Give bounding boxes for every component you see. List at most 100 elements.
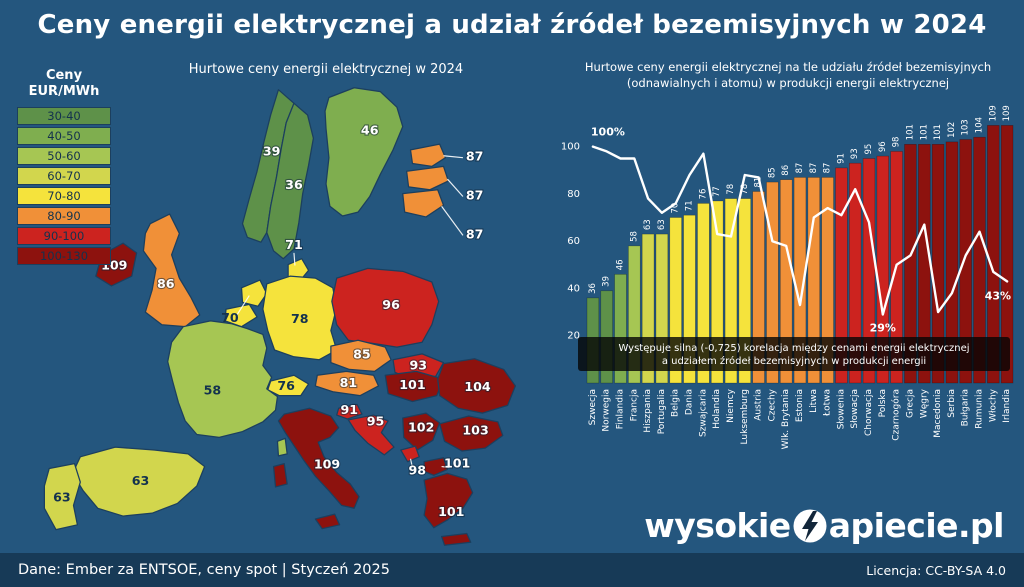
chart-panel: Hurtowe ceny energii elektrycznej na tle… [556,60,1020,491]
bar-value-label: 87 [823,163,833,174]
price-bar [614,274,627,384]
y-tick-label: 100 [561,142,580,153]
bar-value-label: 101 [919,124,929,140]
map-value-label: 39 [263,144,281,159]
price-bar [862,158,876,384]
bar-value-label: 78 [726,184,736,195]
price-bar [600,290,613,384]
legend-item: 60-70 [17,166,111,185]
map-value-label: 93 [409,357,427,372]
bar-value-label: 63 [657,219,667,230]
data-source-text: Dane: Ember za ENTSOE, ceny spot | Stycz… [18,562,390,578]
page-title: Ceny energii elektrycznej a udział źróde… [37,10,987,40]
y-tick-label: 40 [567,284,580,295]
price-bar [807,177,820,384]
bar-value-label: 93 [850,148,860,159]
price-bar [669,217,682,384]
price-bar [973,136,986,384]
country-lotwa [405,165,450,191]
map-value-label: 58 [204,383,222,398]
bar-value-label: 87 [795,163,805,174]
price-bar [931,144,945,384]
legend-rows: 30-40 40-50 50-60 60-70 70-80 80-90 90-100 100-… [16,106,112,265]
map-value-label: 63 [132,473,150,488]
x-category-label: Bułgaria [961,389,971,426]
country-czarnogora [400,445,420,463]
correlation-annotation-line2: a udziałem źródeł bezemisyjnych w produk… [662,355,926,367]
legend-title-line1: Ceny [45,68,83,83]
price-bar [945,141,959,384]
country-francja [167,320,279,439]
legend-title: Ceny EUR/MWh [16,68,112,101]
map-panel: Hurtowe ceny energii elektrycznej w 2024… [0,46,552,556]
price-bar [766,181,779,384]
island-crete [440,532,472,546]
country-slowenia [336,403,363,420]
country-austria [314,370,380,397]
share-line-label: 100% [591,126,625,139]
map-value-label: 86 [157,276,175,291]
price-bar [724,198,738,384]
x-category-label: Polska [878,389,888,417]
y-tick-label: 80 [567,189,580,200]
country-dania [287,258,310,282]
x-category-label: Niemcy [726,388,736,422]
y-tick-label: 60 [567,236,580,247]
footer-bar: Dane: Ember za ENTSOE, ceny spot | Stycz… [0,553,1024,587]
leader-lines [235,155,464,469]
x-category-label: Finlandia [616,389,626,429]
bar-value-label: 58 [629,231,639,242]
logo-text-suffix: apiecie.pl [828,506,1005,545]
legend-item: 90-100 [17,226,111,245]
legend-item: 80-90 [17,206,111,225]
x-category-label: Francja [629,389,639,421]
map-value-label: 87 [466,149,484,164]
logo-text-prefix: wysokie [644,506,791,545]
share-line-label: 29% [870,322,896,335]
x-category-label: Austria [754,389,764,421]
bar-value-label: 77 [712,186,722,197]
country-macedonia [423,457,449,476]
legend-item: 50-60 [17,146,111,165]
x-category-label: Słowacja [850,389,860,429]
price-bar [752,191,765,384]
bar-value-label: 109 [1002,105,1012,121]
bar-value-label: 101 [906,124,916,140]
x-category-label: Słowenia [836,389,846,429]
price-share-chart: 20 40 60 80 100 36 Szwecja 39 Norwegia 46 Finlandi… [561,105,1014,449]
country-grecja [423,472,474,529]
map-value-label: 87 [466,187,484,202]
bar-value-label: 87 [809,163,819,174]
y-tick-label: 20 [567,331,580,342]
price-bar [711,200,724,384]
legend-item: 100-130 [17,246,111,265]
country-wlk-brytania [142,213,201,328]
country-hiszpania [71,446,206,517]
chart-title: Hurtowe ceny energii elektrycznej na tle… [556,60,1020,91]
map-value-label: 104 [464,379,491,394]
map-value-label: 96 [382,297,400,312]
bar-value-label: 39 [602,276,612,287]
map-value-label: 103 [462,422,488,437]
map-value-label: 63 [53,489,71,504]
bar-value-label: 86 [781,165,791,176]
map-value-label: 101 [438,504,464,519]
bar-value-label: 46 [616,260,626,271]
map-value-label: 46 [361,122,379,137]
country-belgia [224,303,258,328]
country-finlandia [324,87,404,217]
bar-value-label: 70 [671,203,681,214]
country-rumunia [437,358,517,414]
license-text: Licencja: CC-BY-SA 4.0 [866,562,1006,578]
price-bar [683,214,696,384]
country-holandia [240,279,268,307]
chart-title-line2: (odnawialnych i atomu) w produkcji energ… [626,75,950,90]
map-value-label: 71 [285,237,303,252]
country-wegry [384,370,445,403]
country-litwa [402,189,445,218]
country-wlochy [277,407,360,509]
map-value-label: 95 [367,414,385,429]
map-value-label: 87 [466,226,484,241]
share-line [591,145,1009,316]
